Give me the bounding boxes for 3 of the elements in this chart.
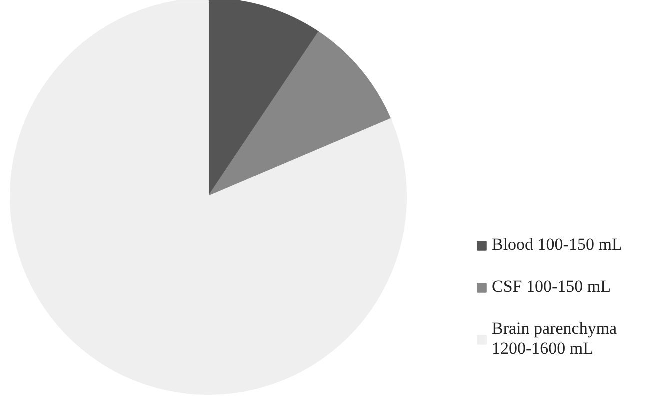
legend-label: Brain parenchyma 1200-1600 mL (492, 319, 618, 359)
legend-label: Blood 100-150 mL (492, 235, 622, 255)
legend-label: CSF 100-150 mL (492, 277, 612, 297)
